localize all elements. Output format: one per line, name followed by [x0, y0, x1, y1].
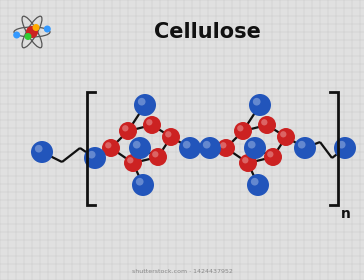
Circle shape	[267, 151, 273, 157]
Circle shape	[136, 178, 143, 186]
Circle shape	[102, 139, 120, 157]
Circle shape	[44, 25, 51, 32]
Circle shape	[247, 174, 269, 196]
Circle shape	[13, 32, 20, 39]
Circle shape	[127, 157, 134, 164]
Circle shape	[32, 24, 40, 31]
Circle shape	[234, 122, 252, 140]
Circle shape	[261, 119, 268, 125]
Circle shape	[119, 122, 137, 140]
Circle shape	[264, 148, 282, 166]
Text: Cellulose: Cellulose	[154, 22, 261, 42]
Circle shape	[31, 141, 53, 163]
Circle shape	[244, 137, 266, 159]
Circle shape	[88, 151, 95, 158]
Text: shutterstock.com · 1424437952: shutterstock.com · 1424437952	[131, 269, 233, 274]
Circle shape	[132, 174, 154, 196]
Circle shape	[35, 145, 43, 153]
Circle shape	[199, 137, 221, 159]
Circle shape	[239, 154, 257, 172]
Circle shape	[294, 137, 316, 159]
Circle shape	[253, 98, 261, 106]
Circle shape	[251, 178, 258, 186]
Circle shape	[138, 98, 146, 106]
Circle shape	[220, 142, 226, 148]
Circle shape	[162, 128, 180, 146]
Circle shape	[149, 148, 167, 166]
Circle shape	[334, 137, 356, 159]
Circle shape	[298, 141, 305, 149]
Circle shape	[248, 141, 256, 149]
Circle shape	[129, 137, 151, 159]
Circle shape	[134, 94, 156, 116]
Circle shape	[237, 125, 244, 131]
Circle shape	[203, 141, 210, 149]
Circle shape	[143, 116, 161, 134]
Circle shape	[280, 131, 286, 137]
Circle shape	[122, 125, 128, 131]
Circle shape	[249, 94, 271, 116]
Circle shape	[242, 157, 249, 164]
Circle shape	[146, 119, 153, 125]
Circle shape	[152, 151, 158, 157]
Circle shape	[105, 142, 111, 148]
Circle shape	[84, 147, 106, 169]
Circle shape	[24, 33, 32, 40]
Circle shape	[277, 128, 295, 146]
Circle shape	[179, 137, 201, 159]
Circle shape	[133, 141, 141, 149]
Circle shape	[165, 131, 171, 137]
Circle shape	[183, 141, 190, 149]
Circle shape	[217, 139, 235, 157]
Circle shape	[338, 141, 345, 149]
Circle shape	[26, 26, 38, 38]
Text: n: n	[341, 207, 351, 221]
Circle shape	[124, 154, 142, 172]
Circle shape	[258, 116, 276, 134]
